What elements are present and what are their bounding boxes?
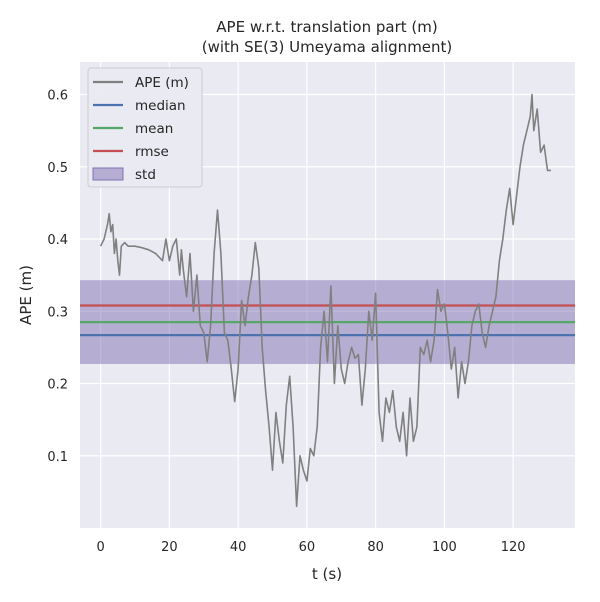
legend-std-patch (92, 167, 124, 181)
chart-title-line2: (with SE(3) Umeyama alignment) (202, 38, 453, 56)
x-ticks: 0 20 40 60 80 100 120 (96, 540, 525, 555)
series-layer (99, 93, 551, 508)
legend-label: rmse (135, 144, 169, 160)
x-tick-label: 20 (161, 540, 178, 555)
legend: APE (m) median mean rmse std (87, 67, 203, 188)
legend-frame (87, 67, 203, 188)
y-axis-label: APE (m) (17, 265, 35, 325)
x-axis-label: t (s) (312, 565, 342, 583)
y-ticks: 0.1 0.2 0.3 0.4 0.5 0.6 (47, 89, 68, 465)
y-tick-label: 0.6 (47, 89, 68, 104)
x-tick-label: 60 (299, 540, 316, 555)
legend-label: mean (135, 121, 173, 137)
x-tick-label: 120 (501, 540, 526, 555)
watermark: 知乎 @卡特琳娜 (483, 569, 585, 586)
y-tick-label: 0.5 (47, 161, 68, 176)
y-tick-label: 0.4 (47, 233, 68, 248)
y-tick-label: 0.2 (47, 378, 68, 393)
chart-title-line1: APE w.r.t. translation part (m) (216, 18, 437, 36)
legend-label: APE (m) (135, 75, 189, 91)
x-tick-label: 40 (230, 540, 247, 555)
y-tick-label: 0.3 (47, 305, 68, 320)
ape-series-line (99, 93, 551, 508)
x-tick-label: 0 (96, 540, 104, 555)
legend-label: median (135, 98, 186, 114)
x-tick-label: 80 (367, 540, 384, 555)
x-tick-label: 100 (432, 540, 457, 555)
y-tick-label: 0.1 (47, 450, 68, 465)
legend-label: std (135, 167, 156, 183)
stat-lines (80, 304, 575, 337)
